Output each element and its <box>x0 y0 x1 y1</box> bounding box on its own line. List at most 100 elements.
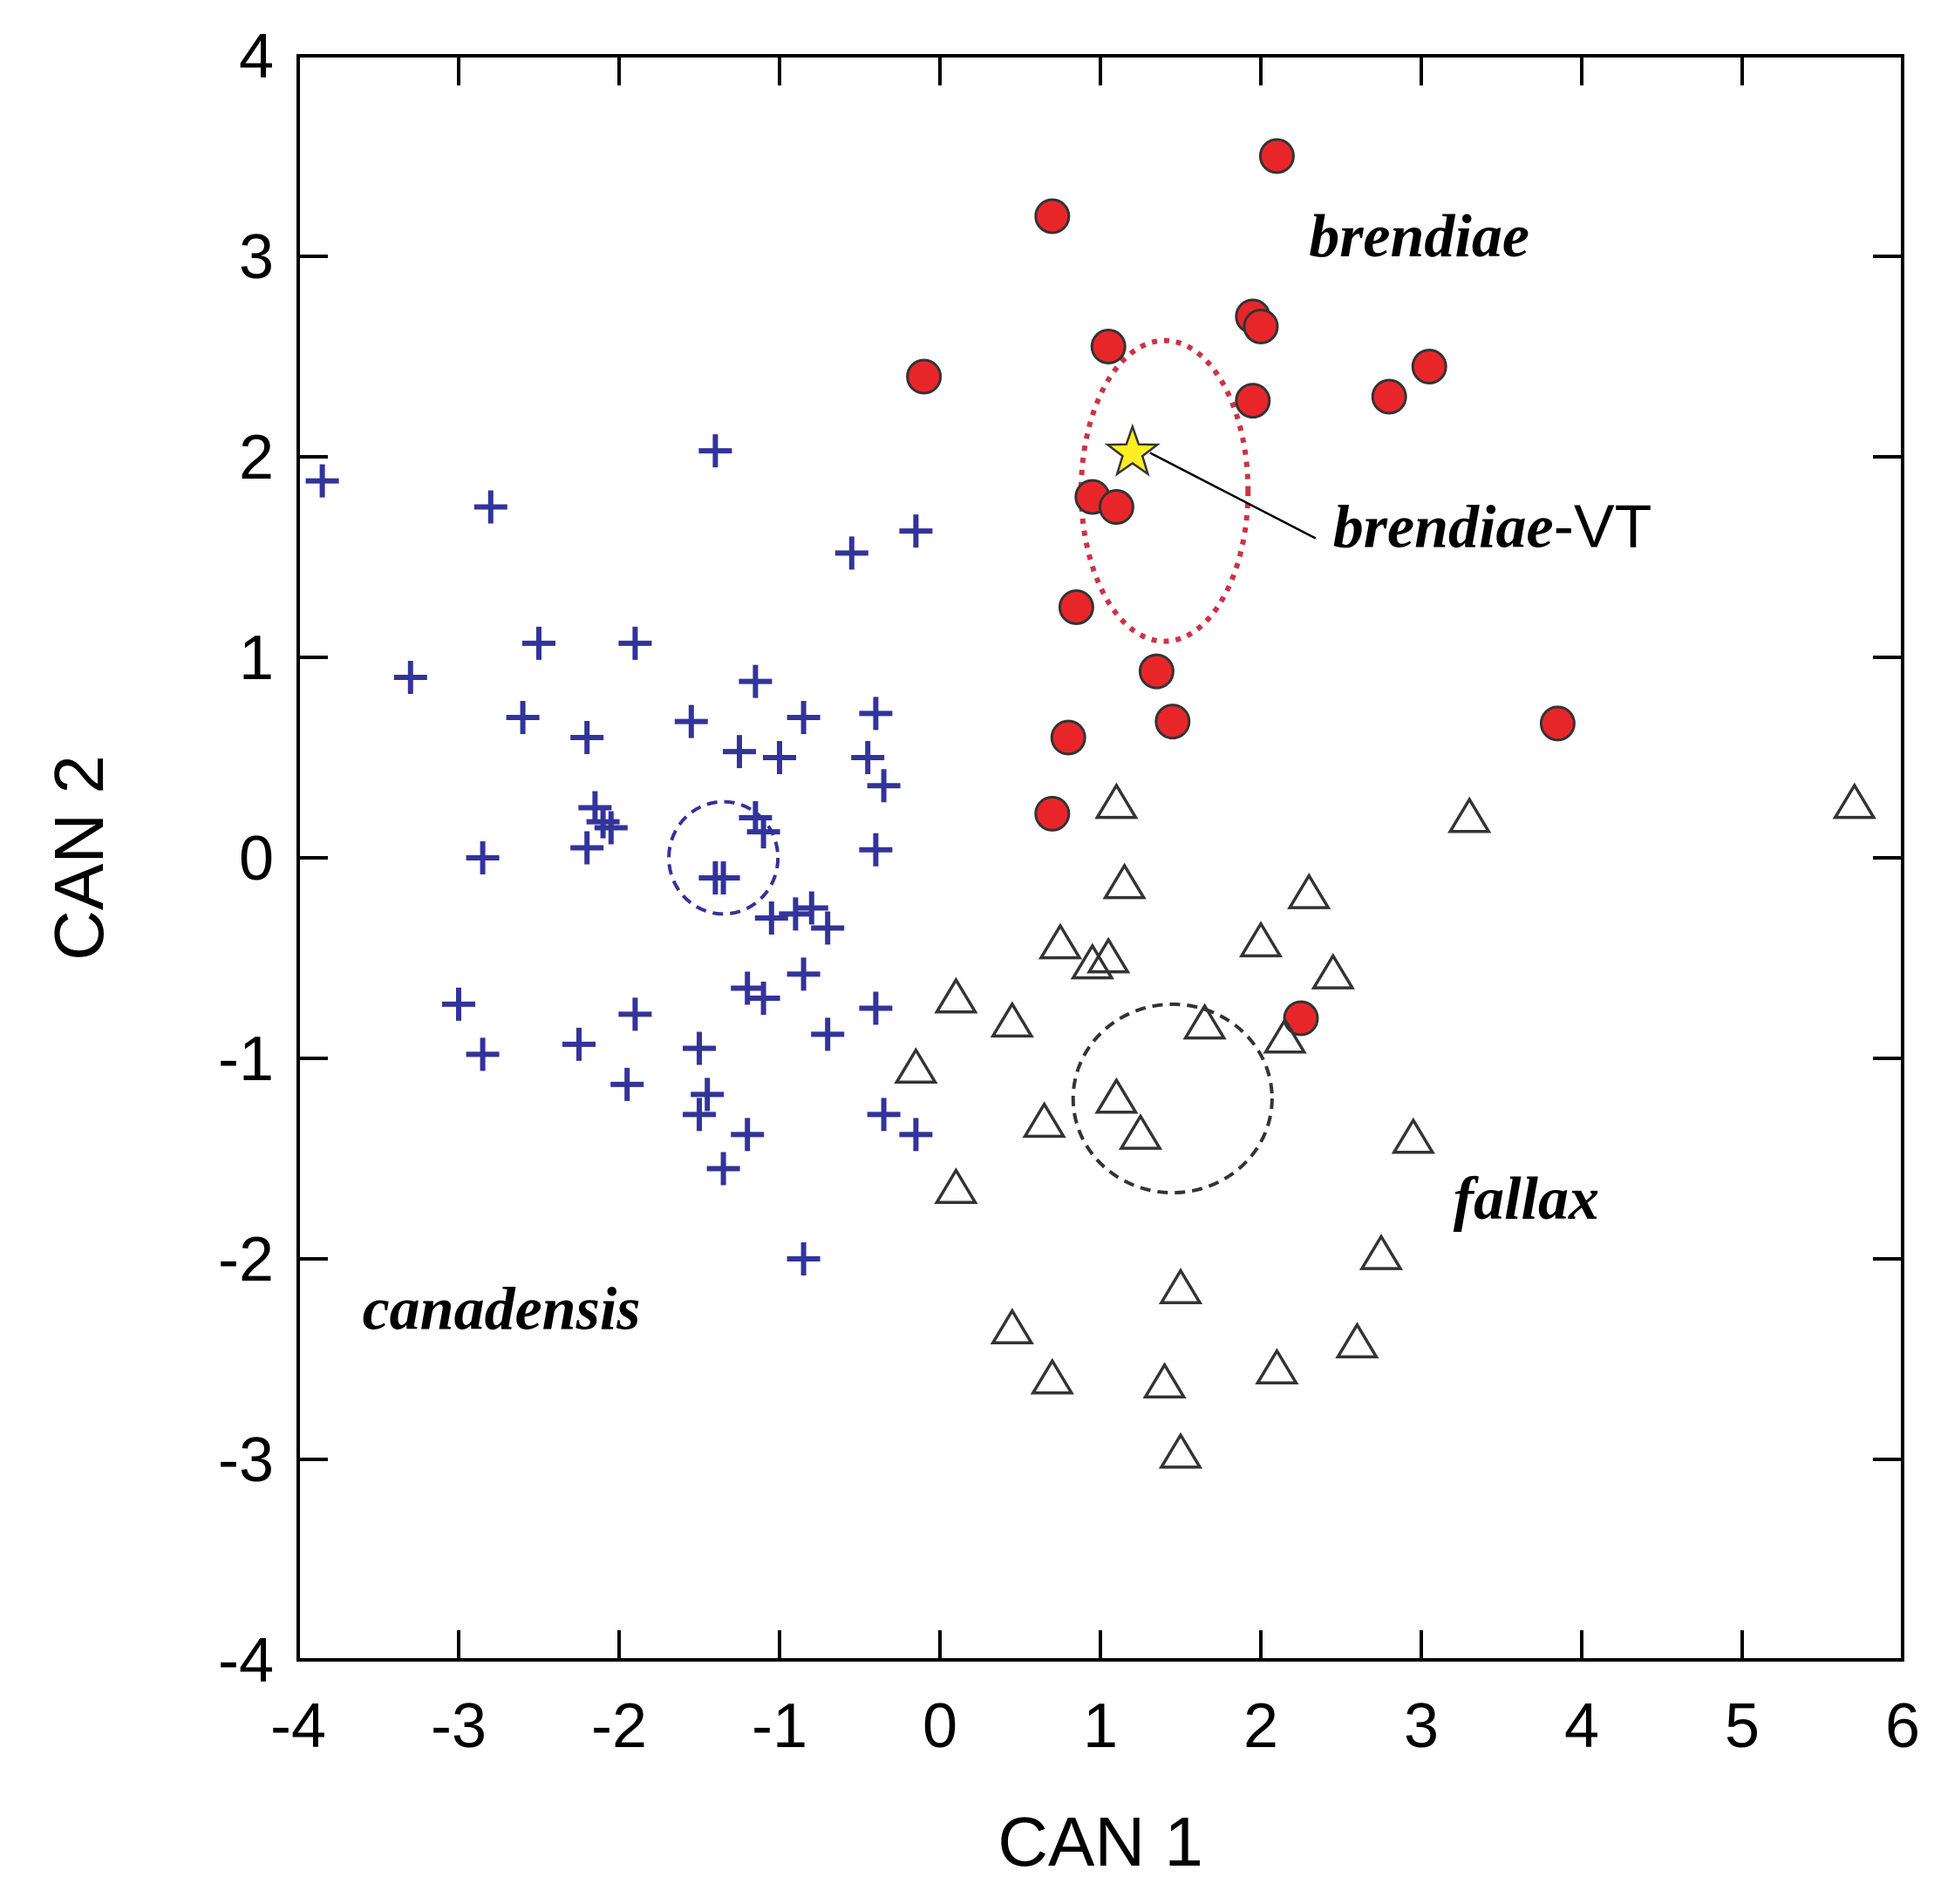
y-tick-label: -1 <box>218 1024 274 1094</box>
point-fallax <box>1158 1431 1203 1469</box>
x-tick-label: -3 <box>431 1691 487 1761</box>
point-fallax <box>1022 1101 1066 1139</box>
axis-ticks <box>296 54 1904 1662</box>
point-canadensis <box>674 704 708 738</box>
y-tick-label: -3 <box>218 1425 274 1495</box>
point-canadensis <box>899 514 933 548</box>
x-tick-label: 0 <box>923 1691 957 1761</box>
point-brendiae <box>906 358 943 395</box>
x-tick-label: -2 <box>591 1691 647 1761</box>
point-fallax <box>1158 1268 1203 1304</box>
point-fallax <box>1142 1362 1187 1399</box>
point-canadensis <box>610 1067 644 1101</box>
point-canadensis <box>473 490 507 524</box>
point-fallax <box>934 976 978 1014</box>
point-canadensis <box>618 997 652 1031</box>
point-fallax <box>1070 942 1114 980</box>
annotation-canadensis: canadensis <box>363 1276 641 1343</box>
point-canadensis <box>698 434 732 468</box>
point-canadensis <box>754 901 788 935</box>
y-tick-label: -4 <box>218 1626 274 1696</box>
y-tick-label: -2 <box>218 1225 274 1295</box>
point-canadensis <box>746 815 780 849</box>
point-brendiae <box>1098 489 1134 525</box>
point-canadensis <box>779 897 813 931</box>
point-canadensis <box>562 1027 596 1061</box>
point-brendiae <box>1235 383 1271 419</box>
point-canadensis <box>811 911 845 945</box>
point-canadensis <box>859 833 893 867</box>
point-canadensis <box>594 811 628 845</box>
point-fallax <box>1030 1357 1074 1395</box>
point-canadensis <box>739 664 773 698</box>
point-canadensis <box>763 741 796 774</box>
point-canadensis <box>442 987 475 1021</box>
x-tick-label: 1 <box>1083 1691 1118 1761</box>
point-fallax <box>1086 936 1131 974</box>
star-point-brendiae-vt <box>1104 423 1161 477</box>
star-label-italic: brendiae <box>1333 494 1554 561</box>
point-fallax <box>894 1047 938 1084</box>
point-canadensis <box>787 957 821 991</box>
y-tick-label: 4 <box>239 22 274 92</box>
tick-labels: -4 -3 -2 -1 0 1 2 3 4 5 6 -4 -3 -2 -1 0 1 2 3 4 <box>218 22 1920 1761</box>
point-fallax <box>934 1167 978 1204</box>
point-canadensis <box>506 701 540 734</box>
point-canadensis <box>683 1031 716 1065</box>
point-canadensis <box>466 1037 500 1071</box>
point-fallax <box>990 1001 1034 1038</box>
x-axis-label: CAN 1 <box>998 1803 1203 1880</box>
point-canadensis <box>578 791 612 825</box>
point-canadensis <box>393 661 427 694</box>
point-brendiae <box>1258 138 1295 174</box>
ellipse <box>667 799 780 916</box>
point-canadensis <box>794 891 828 925</box>
annotation-star-label: brendiae-VT <box>1333 493 1652 561</box>
point-brendiae <box>1371 378 1407 415</box>
ellipse <box>1078 337 1251 644</box>
point-canadensis <box>691 1078 725 1112</box>
x-tick-label: 6 <box>1885 1691 1920 1761</box>
point-fallax <box>1832 782 1876 819</box>
point-canadensis <box>586 805 620 839</box>
point-fallax <box>1391 1117 1435 1154</box>
point-canadensis <box>731 1118 765 1152</box>
x-tick-label: -4 <box>270 1691 326 1761</box>
point-canadensis <box>618 626 652 660</box>
point-brendiae <box>1090 329 1127 364</box>
point-canadensis <box>859 991 893 1025</box>
point-canadensis <box>834 536 868 570</box>
point-fallax <box>1359 1233 1404 1270</box>
point-canadensis <box>899 1118 933 1152</box>
point-canadensis <box>706 861 740 894</box>
star-label-suffix: -VT <box>1554 493 1652 561</box>
point-fallax <box>1038 922 1083 960</box>
star-group <box>1104 423 1317 540</box>
point-fallax <box>990 1308 1034 1344</box>
data-points <box>305 138 1876 1469</box>
point-fallax <box>1311 952 1355 989</box>
point-canadensis <box>683 1098 716 1132</box>
point-brendiae <box>1050 719 1086 756</box>
point-canadensis <box>466 841 500 874</box>
y-axis-label: CAN 2 <box>40 755 118 961</box>
point-canadensis <box>706 1152 740 1186</box>
point-fallax <box>1263 1017 1307 1054</box>
point-fallax <box>1447 796 1492 833</box>
point-canadensis <box>787 1242 821 1275</box>
point-canadensis <box>859 697 893 731</box>
point-canadensis <box>570 831 604 865</box>
point-fallax <box>1102 862 1147 900</box>
group-ellipses <box>667 337 1274 1195</box>
point-fallax <box>1255 1348 1299 1384</box>
point-canadensis <box>867 1098 901 1132</box>
annotation-brendiae: brendiae <box>1309 203 1529 270</box>
point-canadensis <box>739 801 773 834</box>
point-brendiae <box>1058 589 1094 625</box>
point-fallax <box>1094 782 1139 819</box>
x-tick-label: -1 <box>752 1691 807 1761</box>
y-tick-label: 1 <box>239 623 274 693</box>
point-canadensis <box>746 982 780 1015</box>
